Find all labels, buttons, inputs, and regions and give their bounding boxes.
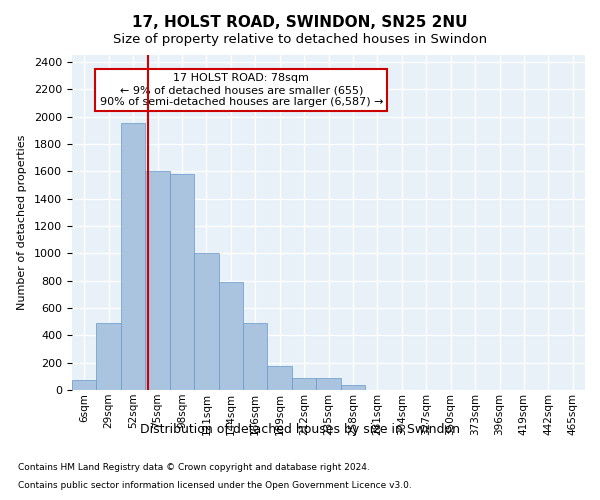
Bar — [121, 124, 145, 390]
Text: 17 HOLST ROAD: 78sqm
← 9% of detached houses are smaller (655)
90% of semi-detac: 17 HOLST ROAD: 78sqm ← 9% of detached ho… — [100, 74, 383, 106]
Text: 17, HOLST ROAD, SWINDON, SN25 2NU: 17, HOLST ROAD, SWINDON, SN25 2NU — [132, 15, 468, 30]
Bar — [243, 323, 268, 390]
Text: Size of property relative to detached houses in Swindon: Size of property relative to detached ho… — [113, 32, 487, 46]
Bar — [97, 323, 121, 390]
Bar — [170, 174, 194, 390]
Text: Distribution of detached houses by size in Swindon: Distribution of detached houses by size … — [140, 422, 460, 436]
Bar — [292, 378, 316, 390]
Bar — [72, 380, 97, 390]
Bar — [316, 378, 341, 390]
Bar — [218, 282, 243, 390]
Text: Contains public sector information licensed under the Open Government Licence v3: Contains public sector information licen… — [18, 481, 412, 490]
Bar — [145, 171, 170, 390]
Bar — [268, 366, 292, 390]
Bar — [341, 384, 365, 390]
Text: Contains HM Land Registry data © Crown copyright and database right 2024.: Contains HM Land Registry data © Crown c… — [18, 464, 370, 472]
Bar — [194, 254, 218, 390]
Y-axis label: Number of detached properties: Number of detached properties — [17, 135, 27, 310]
